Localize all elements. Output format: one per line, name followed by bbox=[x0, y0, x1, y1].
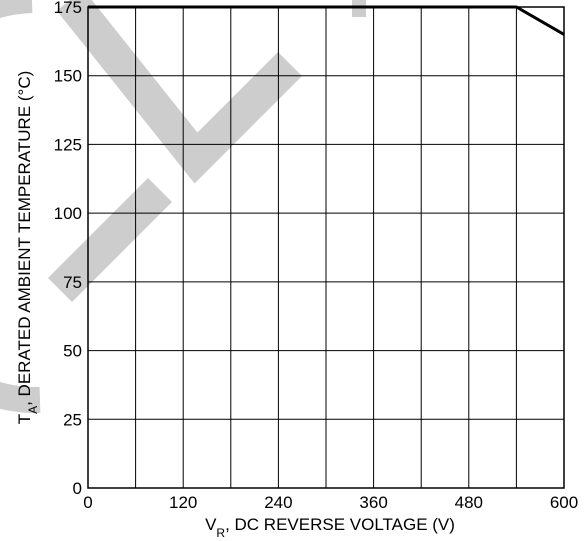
y-tick-label: 150 bbox=[54, 67, 82, 86]
y-tick-label: 175 bbox=[54, 0, 82, 17]
axis-labels: VR, DC REVERSE VOLTAGE (V) TA, DERATED AM… bbox=[15, 71, 455, 540]
watermark bbox=[0, 0, 366, 414]
watermark-stroke bbox=[56, 0, 303, 184]
x-tick-label: 240 bbox=[264, 493, 292, 512]
x-tick-label: 600 bbox=[550, 493, 578, 512]
y-tick-label: 25 bbox=[63, 410, 82, 429]
x-tick-label: 120 bbox=[169, 493, 197, 512]
series-line bbox=[88, 5, 565, 36]
y-tick-label: 75 bbox=[63, 273, 82, 292]
x-axis-label: VR, DC REVERSE VOLTAGE (V) bbox=[205, 515, 455, 540]
x-tick-label: 0 bbox=[83, 493, 92, 512]
watermark-stroke bbox=[47, 177, 173, 303]
y-tick-label: 0 bbox=[73, 479, 82, 498]
series bbox=[88, 5, 565, 36]
y-axis-label: TA, DERATED AMBIENT TEMPERATURE (°C) bbox=[15, 71, 40, 425]
y-tick-label: 125 bbox=[54, 135, 82, 154]
y-tick-label: 100 bbox=[54, 204, 82, 223]
y-tick-label: 50 bbox=[63, 342, 82, 361]
x-tick-label: 480 bbox=[455, 493, 483, 512]
x-tick-label: 360 bbox=[359, 493, 387, 512]
tick-labels: 0 120 240 360 480 600 0 25 50 75 100 125 150 175 bbox=[54, 0, 579, 512]
grid bbox=[87, 6, 565, 489]
